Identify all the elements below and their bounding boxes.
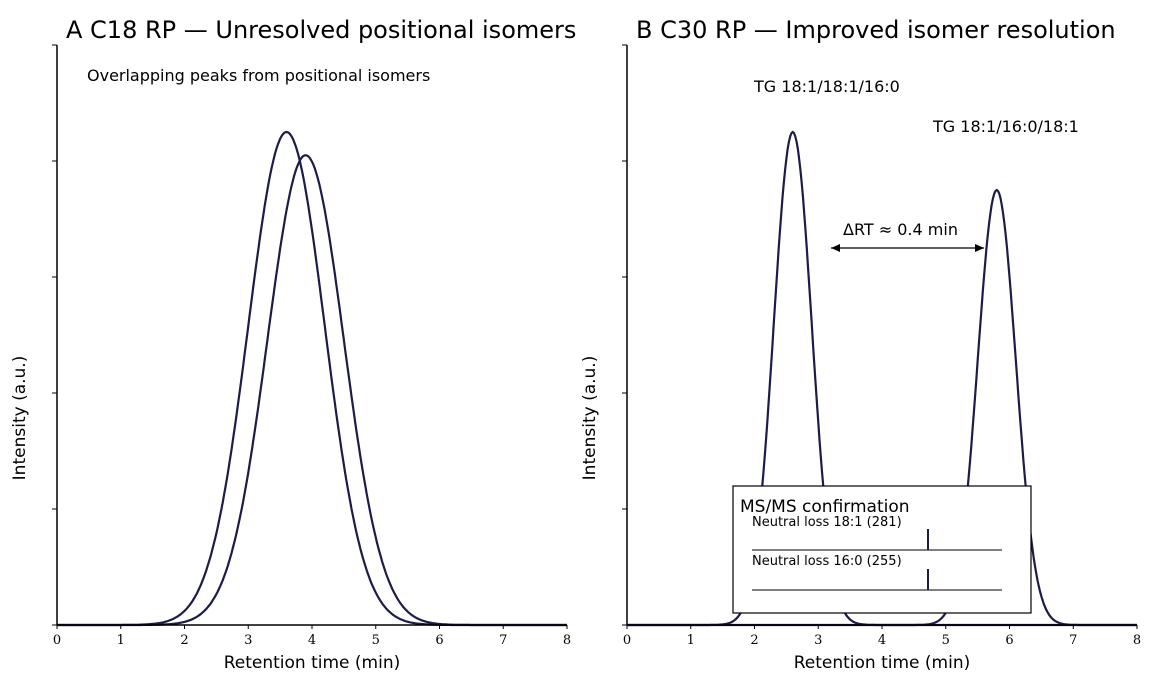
x-tick-label: 3 bbox=[814, 633, 822, 648]
x-tick-label: 3 bbox=[244, 633, 252, 648]
x-tick-label: 1 bbox=[117, 633, 125, 648]
x-tick-label: 7 bbox=[499, 633, 507, 648]
arrow-head-right bbox=[975, 244, 984, 252]
x-tick-label: 7 bbox=[1069, 633, 1077, 648]
delta-rt-label: ΔRT ≈ 0.4 min bbox=[843, 220, 958, 239]
panel-a-annotation: Overlapping peaks from positional isomer… bbox=[87, 66, 430, 85]
msms-inset: MS/MS confirmation Neutral loss 18:1 (28… bbox=[732, 485, 1032, 614]
x-tick-label: 4 bbox=[878, 633, 886, 648]
x-tick-label: 6 bbox=[435, 633, 443, 648]
panel-b-ylabel: Intensity (a.u.) bbox=[580, 356, 600, 481]
x-tick-label: 0 bbox=[53, 633, 61, 648]
x-tick-label: 0 bbox=[623, 633, 631, 648]
arrow-head-left bbox=[831, 244, 840, 252]
x-tick-label: 4 bbox=[308, 633, 316, 648]
inset-trace-label-2: Neutral loss 16:0 (255) bbox=[752, 554, 902, 569]
inset-trace-label-1: Neutral loss 18:1 (281) bbox=[752, 515, 902, 530]
x-tick-label: 8 bbox=[563, 633, 571, 648]
inset-title: MS/MS confirmation bbox=[740, 497, 910, 517]
x-tick-label: 5 bbox=[942, 633, 950, 648]
x-tick-label: 5 bbox=[372, 633, 380, 648]
panel-b-title: B C30 RP — Improved isomer resolution bbox=[636, 16, 1116, 44]
peak-label-2: TG 18:1/16:0/18:1 bbox=[932, 117, 1079, 136]
x-tick-label: 8 bbox=[1133, 633, 1141, 648]
x-tick-label: 2 bbox=[180, 633, 188, 648]
panel-a-xlabel: Retention time (min) bbox=[224, 653, 401, 673]
panel-a-ylabel: Intensity (a.u.) bbox=[10, 356, 30, 481]
x-tick-label: 1 bbox=[687, 633, 695, 648]
x-tick-label: 2 bbox=[750, 633, 758, 648]
series-line-1 bbox=[57, 130, 567, 627]
panel-a-title: A C18 RP — Unresolved positional isomers bbox=[66, 16, 576, 44]
x-tick-label: 6 bbox=[1005, 633, 1013, 648]
panel-b-xlabel: Retention time (min) bbox=[794, 653, 971, 673]
peak-label-1: TG 18:1/18:1/16:0 bbox=[753, 77, 900, 96]
